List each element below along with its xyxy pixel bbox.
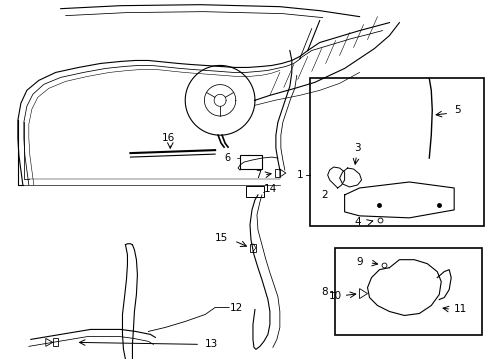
- Text: 14: 14: [264, 184, 277, 194]
- Bar: [274, 169, 279, 177]
- Bar: [249, 244, 255, 252]
- Text: 13: 13: [205, 339, 218, 349]
- Text: 16: 16: [162, 133, 175, 143]
- Text: 11: 11: [453, 305, 467, 315]
- Text: 9: 9: [355, 257, 362, 267]
- Text: 7: 7: [254, 170, 261, 180]
- Text: 12: 12: [229, 302, 243, 312]
- Text: 15: 15: [214, 233, 227, 243]
- Text: 8: 8: [321, 287, 327, 297]
- Text: 5: 5: [453, 105, 460, 115]
- Bar: [334, 248, 481, 336]
- Text: 10: 10: [328, 291, 341, 301]
- Text: 1: 1: [297, 170, 303, 180]
- Text: 4: 4: [354, 217, 361, 227]
- Bar: [240, 155, 262, 169]
- Text: 3: 3: [353, 143, 360, 153]
- Text: 2: 2: [321, 190, 327, 200]
- Bar: [309, 78, 483, 226]
- Bar: [245, 186, 264, 197]
- Bar: [53, 338, 58, 346]
- Text: 6: 6: [224, 153, 229, 163]
